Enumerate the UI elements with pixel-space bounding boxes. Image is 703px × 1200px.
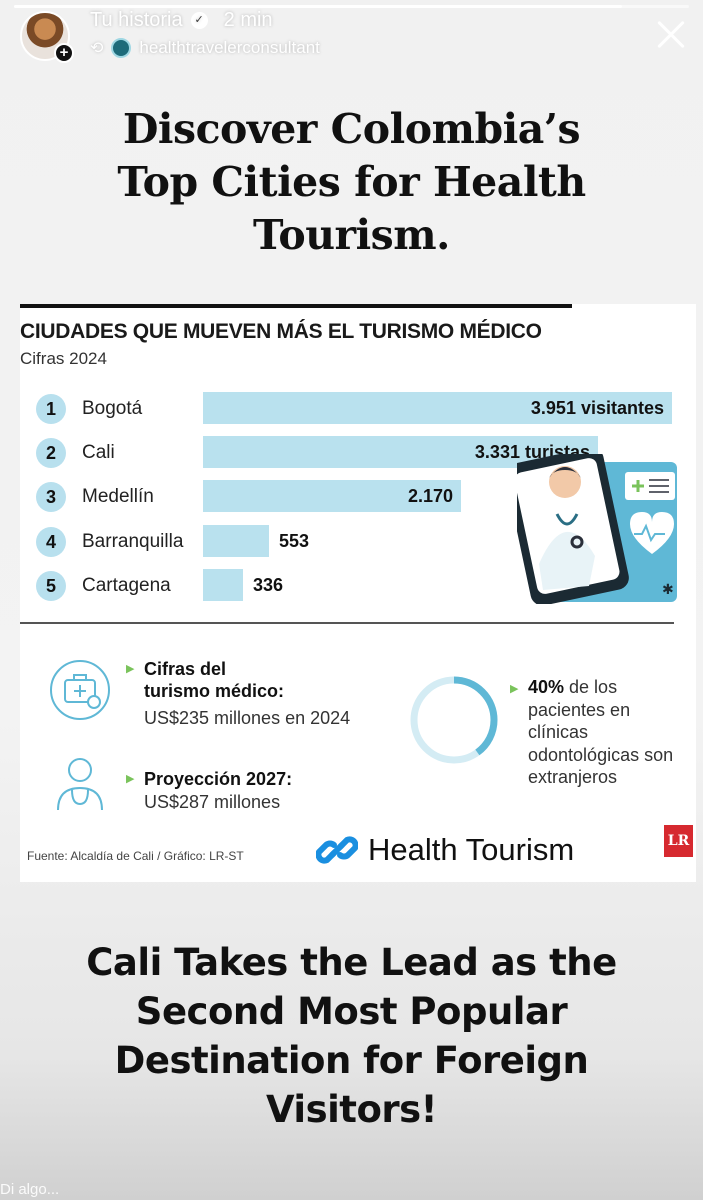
story-progress-fill <box>14 5 622 8</box>
stat-value: US$287 millones <box>144 792 281 812</box>
lr-logo: LR <box>664 825 693 857</box>
health-tourism-logo: Health Tourism <box>316 824 636 876</box>
chart-title: CIUDADES QUE MUEVEN MÁS EL TURISMO MÉDIC… <box>20 320 542 343</box>
bar-value-label: 3.951 visitantes <box>530 398 664 418</box>
bar-value-label: 553 <box>279 531 310 551</box>
bar-row: 3 Medellín 2.170 <box>20 480 696 514</box>
city-label: Bogotá <box>82 398 143 419</box>
add-story-icon[interactable]: + <box>54 43 74 63</box>
bar-row: 1 Bogotá 3.951 visitantes <box>20 392 696 426</box>
verified-icon: ✓ <box>190 12 208 29</box>
stat-title: Proyección 2027: <box>144 769 293 789</box>
green-arrow-icon: ▶ <box>510 683 519 695</box>
top-rule <box>20 304 572 308</box>
reply-input[interactable] <box>0 1178 703 1200</box>
bar-row: 5 Cartagena 336 <box>20 569 696 603</box>
repost-icon: ⟲ <box>90 40 104 57</box>
bottom-headline-line: Second Most Popular <box>135 990 568 1033</box>
section-divider <box>20 622 674 624</box>
bar <box>203 480 461 512</box>
rank-badge: 5 <box>36 571 66 601</box>
green-arrow-icon: ▶ <box>126 773 135 785</box>
bar <box>203 392 672 424</box>
percent-text: 40% de los pacientes en clínicas odontol… <box>528 677 674 787</box>
city-label: Cartagena <box>82 575 171 596</box>
svg-text:✱: ✱ <box>662 582 674 598</box>
bar-row: 4 Barranquilla 553 <box>20 525 696 559</box>
bottom-headline-line: Visitors! <box>265 1088 438 1131</box>
bottom-headline: Cali Takes the Lead as the Second Most P… <box>40 938 663 1134</box>
source-note: Fuente: Alcaldía de Cali / Gráfico: LR-S… <box>27 849 244 863</box>
rank-badge: 2 <box>36 438 66 468</box>
doctor-icon <box>57 758 103 811</box>
bar <box>203 525 269 557</box>
bar-value-label: 336 <box>253 575 284 595</box>
donut-chart <box>410 676 498 764</box>
account-name[interactable]: healthtravelerconsultant <box>139 38 320 57</box>
doctor-phone-illustration: ✱ <box>517 454 677 604</box>
account-avatar[interactable] <box>111 38 132 58</box>
story-header: + Tu historia ✓ 2 min ⟲ healthtravelerco… <box>0 0 703 70</box>
chart-subtitle: Cifras 2024 <box>20 349 107 368</box>
bar-value-label: 2.170 <box>407 486 453 506</box>
story-time: 2 min <box>223 9 273 31</box>
donut-arc <box>410 676 498 764</box>
stat-value: US$235 millones en 2024 <box>144 708 351 728</box>
stat-title: Cifras del turismo médico: <box>144 659 285 701</box>
city-label: Medellín <box>82 486 154 507</box>
rank-badge: 1 <box>36 394 66 424</box>
city-label: Barranquilla <box>82 531 184 552</box>
link-icon <box>316 836 358 864</box>
bar <box>203 569 243 601</box>
close-button[interactable] <box>651 15 691 55</box>
story-progress-bar <box>14 5 689 8</box>
story-title[interactable]: Tu historia <box>90 9 183 31</box>
story-title-row: Tu historia ✓ 2 min <box>90 9 273 32</box>
headline-line: Tourism. <box>253 211 450 259</box>
logo-text: Health Tourism <box>368 832 575 867</box>
infographic-card: CIUDADES QUE MUEVEN MÁS EL TURISMO MÉDIC… <box>20 304 696 882</box>
headline-line: Discover Colombia’s <box>122 105 581 153</box>
repost-row: ⟲ healthtravelerconsultant <box>90 38 320 58</box>
city-label: Cali <box>82 442 115 463</box>
green-arrow-icon: ▶ <box>126 663 135 675</box>
rank-badge: 3 <box>36 482 66 512</box>
medical-kit-icon <box>50 660 110 720</box>
bottom-headline-line: Cali Takes the Lead as the <box>86 941 617 984</box>
rank-badge: 4 <box>36 527 66 557</box>
headline: Discover Colombia’s Top Cities for Healt… <box>60 103 643 262</box>
headline-line: Top Cities for Health <box>117 158 586 206</box>
bottom-headline-line: Destination for Foreign <box>114 1039 589 1082</box>
